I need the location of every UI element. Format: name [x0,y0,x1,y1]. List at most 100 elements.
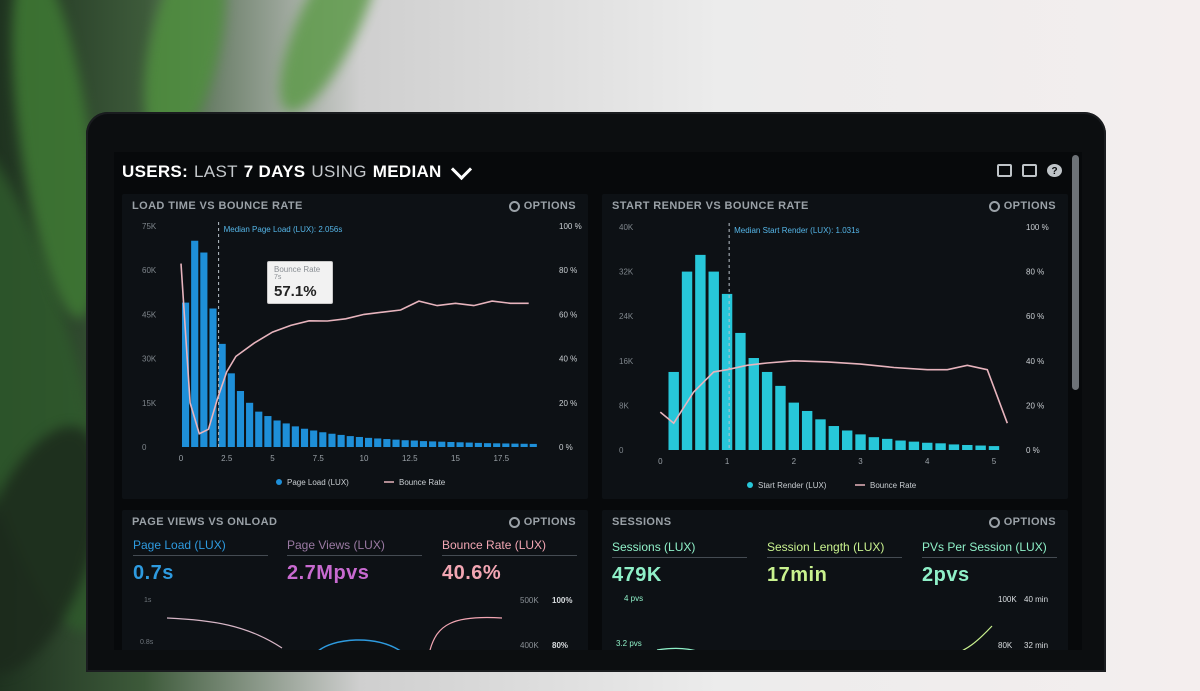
metric-divider [442,555,577,556]
help-icon[interactable]: ? [1047,164,1062,177]
header-toolbar: ? [997,164,1062,177]
metric-label: PVs Per Session (LUX) [922,540,1047,554]
y2-tick-label: 100 % [1026,223,1049,232]
page-views-trend-line [318,639,401,650]
bounce-rate-line [659,359,1009,425]
bounce-rate-trend-line [429,616,503,650]
chart-bar [815,419,826,450]
chart-bar [908,441,920,450]
metric-page-views[interactable]: Page Views (LUX) 2.7Mpvs [287,538,422,585]
y-tick-label: 40K [619,223,634,232]
chart-bar [465,442,473,447]
axis-label: 400K [520,641,539,650]
chart-bar [483,443,492,447]
legend-swatch-bars [276,479,282,485]
chart-bar [319,432,327,447]
chart-bar [291,426,299,447]
options-button[interactable]: OPTIONS [508,200,576,212]
chart-bar [392,439,400,447]
y-tick-label: 60K [142,266,157,275]
chart-bar [868,437,880,450]
axis-label: 1s [144,597,152,604]
chart-bar [218,343,226,447]
chart-bar [975,445,986,450]
chart-bar [962,444,973,450]
metric-page-load[interactable]: Page Load (LUX) 0.7s [133,538,268,585]
x-tick-label: 17.5 [493,454,509,463]
chart-bar [828,426,840,450]
chart-bar [209,308,217,447]
options-button[interactable]: OPTIONS [988,516,1056,528]
x-tick-label: 2 [792,457,797,466]
panel-page-views: PAGE VIEWS VS ONLOAD OPTIONS Page Load (… [122,510,588,650]
pvs-trend-line [962,625,993,650]
axis-label: 500K [520,596,539,605]
chart-bar [520,443,528,447]
y2-tick-label: 60 % [1026,312,1044,321]
options-icon [988,200,1000,212]
options-button[interactable]: OPTIONS [508,516,576,528]
axis-label: 4 pvs [624,594,643,603]
title-using: USING [311,162,367,181]
chart-bar [364,437,373,447]
chart-bar [788,402,800,450]
panel-load-time: LOAD TIME VS BOUNCE RATE OPTIONS 75K 60K 4… [122,194,588,499]
chart-bar [529,443,537,447]
chart-bar [801,410,813,450]
chart-bar [374,438,382,447]
y2-tick-label: 40 % [1026,357,1044,366]
page-title[interactable]: USERS: LAST 7 DAYS USING MEDIAN [122,158,472,182]
y-tick-label: 24K [619,312,634,321]
chart-bar [988,446,1000,450]
chart-bar [246,402,254,447]
chart-bar [346,436,354,447]
chart-bar [735,332,746,450]
metric-bounce-rate[interactable]: Bounce Rate (LUX) 40.6% [442,538,577,585]
options-icon [508,516,520,528]
image-icon[interactable] [1022,164,1037,177]
legend-label-bars: Page Load (LUX) [287,478,349,487]
y-tick-label: 0 [142,443,147,452]
options-icon [988,516,1000,528]
metric-value: 17min [767,564,828,586]
options-button[interactable]: OPTIONS [988,200,1056,212]
axis-label: 32 min [1024,641,1048,650]
chart-bar [668,371,679,450]
bounce-rate-tooltip: Bounce Rate 7s 57.1% [267,261,333,304]
chart-bar [895,440,906,450]
monitor-icon[interactable] [997,164,1012,177]
options-label: OPTIONS [523,516,576,528]
chart-bar [775,385,786,450]
tooltip-value: 57.1% [274,283,317,300]
chart-bar [355,436,363,447]
chart-bar [200,252,208,447]
title-days[interactable]: 7 DAYS [243,162,306,181]
median-label: Median Page Load (LUX): 2.056s [224,225,343,234]
x-tick-label: 4 [925,457,930,466]
chart-bar [181,302,190,447]
panel-title: START RENDER VS BOUNCE RATE [612,200,809,212]
chart-bar [273,420,281,447]
metric-session-length[interactable]: Session Length (LUX) 17min [767,540,902,587]
title-stat[interactable]: MEDIAN [372,162,442,181]
chart-bar [493,443,501,447]
y2-tick-label: 80 % [1026,268,1044,277]
chart-bar [922,442,933,450]
panel-title: LOAD TIME VS BOUNCE RATE [132,200,303,212]
metric-sessions[interactable]: Sessions (LUX) 479K [612,540,747,587]
metric-pvs-per-session[interactable]: PVs Per Session (LUX) 2pvs [922,540,1057,587]
sessions-trend-line [656,647,696,650]
load-time-chart: 75K 60K 45K 30K 15K 0 100 % 80 % 60 % 40 % 20 % 0 %… [142,222,582,487]
scrollbar[interactable] [1072,155,1079,390]
legend-swatch-bars [747,482,753,488]
chart-bar [282,423,290,447]
panel-title: PAGE VIEWS VS ONLOAD [132,516,278,528]
chart-bar [310,430,318,447]
chevron-down-icon[interactable] [450,158,472,180]
options-label: OPTIONS [523,200,576,212]
chart-bar [227,373,235,447]
options-label: OPTIONS [1003,200,1056,212]
chart-bar [948,444,960,450]
chart-bar [708,271,719,450]
chart-bar [300,428,309,447]
